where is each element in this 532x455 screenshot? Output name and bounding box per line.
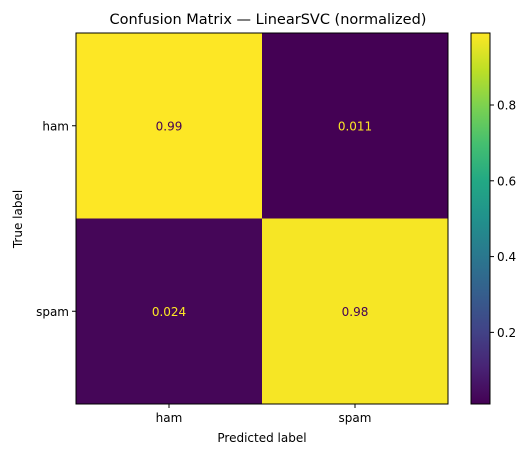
x-tick-label: ham [156,411,183,425]
x-axis-ticks: ham spam [156,404,372,425]
matrix-cell-spam-ham [76,218,262,404]
colorbar-ticks: 0.2 0.4 0.6 0.8 [490,99,516,340]
y-axis-label: True label [11,190,25,249]
matrix-frame [75,32,449,405]
x-axis-label: Predicted label [217,431,306,445]
matrix-cell-ham-ham [76,33,262,219]
colorbar-tick-label: 0.8 [497,99,516,113]
matrix-cells: 0.99 0.011 0.024 0.98 [76,33,448,404]
matrix-cell-ham-spam [262,33,448,219]
y-tick-label: ham [42,119,69,133]
colorbar-tick-label: 0.2 [497,326,516,340]
cell-value-label: 0.011 [338,119,372,133]
y-axis-ticks: ham spam [36,119,76,319]
colorbar [470,32,491,405]
cell-value-label: 0.024 [152,305,186,319]
matrix-cell-spam-spam [262,218,448,404]
colorbar-tick-label: 0.4 [497,250,516,264]
cell-value-label: 0.99 [156,119,183,133]
colorbar-tick-label: 0.6 [497,174,516,188]
chart-title: Confusion Matrix — LinearSVC (normalized… [110,12,427,28]
y-tick-label: spam [36,305,69,319]
cell-value-label: 0.98 [342,305,369,319]
x-tick-label: spam [339,411,372,425]
